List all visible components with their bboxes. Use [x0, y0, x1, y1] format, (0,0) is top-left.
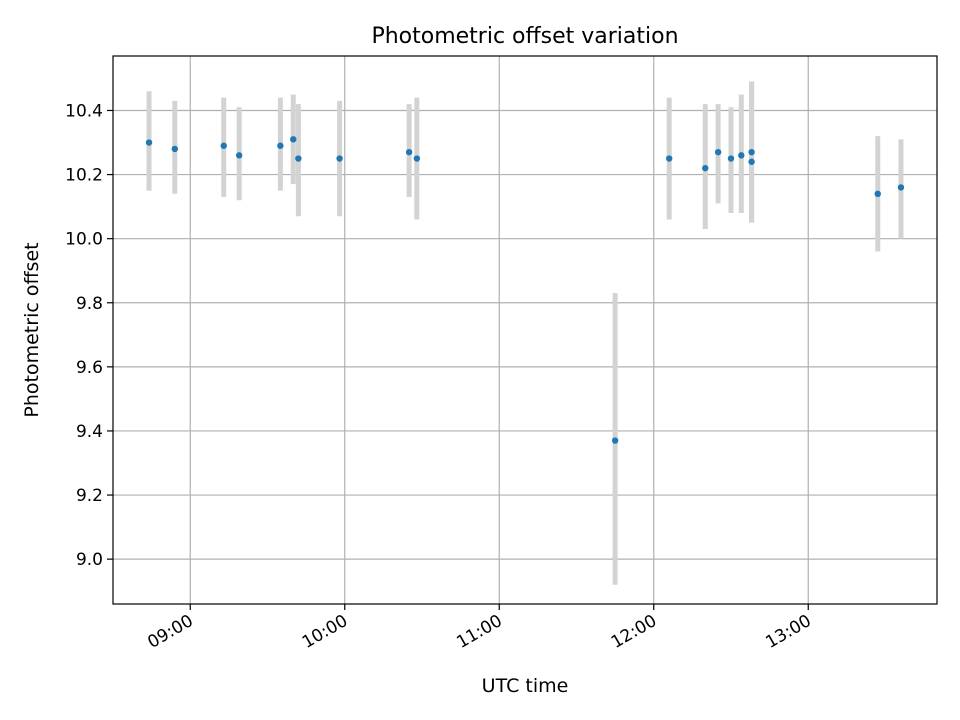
data-point — [145, 139, 153, 146]
data-point — [666, 155, 673, 162]
data-point — [738, 152, 745, 159]
data-point — [277, 142, 284, 149]
data-point — [295, 155, 302, 162]
data-point — [220, 142, 227, 149]
y-tick-label: 9.2 — [76, 486, 103, 506]
y-axis-label: Photometric offset — [21, 242, 43, 417]
plot-area — [113, 56, 937, 604]
data-point — [748, 158, 755, 165]
data-point — [727, 155, 735, 162]
data-point — [874, 190, 881, 198]
grid — [113, 56, 937, 604]
y-tick-label: 10.4 — [65, 101, 103, 121]
y-tick-label: 9.8 — [76, 294, 103, 314]
data-point — [413, 155, 421, 162]
data-point — [714, 148, 722, 156]
y-tick-label: 9.0 — [76, 550, 103, 570]
data-point — [748, 148, 755, 156]
data-point — [290, 136, 297, 143]
data-point — [336, 155, 343, 162]
y-tick-label: 10.0 — [65, 230, 103, 250]
data-points — [145, 136, 905, 444]
data-point — [235, 152, 243, 159]
chart-title: Photometric offset variation — [371, 24, 678, 49]
y-tick-label: 9.4 — [76, 422, 103, 442]
y-tick-label: 9.6 — [76, 358, 103, 378]
data-point — [405, 148, 413, 156]
data-point — [897, 184, 905, 191]
data-point — [611, 437, 619, 444]
plot-frame — [112, 55, 938, 605]
data-point — [171, 145, 178, 153]
y-axis-ticks: 9.0 9.2 9.4 9.6 9.8 10.0 10.2 10.4 — [65, 101, 113, 570]
y-tick-label: 10.2 — [65, 166, 103, 186]
data-point — [702, 164, 709, 172]
x-axis-label: UTC time — [482, 675, 569, 697]
